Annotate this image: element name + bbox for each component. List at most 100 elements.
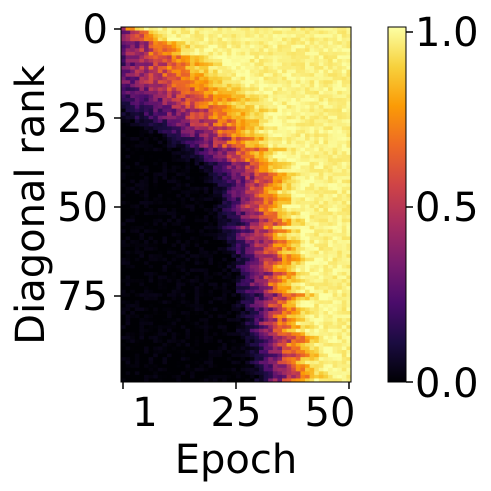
heatmap-cell xyxy=(249,94,255,99)
heatmap-cell xyxy=(245,215,251,220)
heatmap-cell xyxy=(153,34,159,39)
heatmap-cell xyxy=(190,282,195,287)
heatmap-cell xyxy=(263,328,269,333)
heatmap-cell xyxy=(199,325,205,330)
heatmap-cell xyxy=(323,69,329,74)
heatmap-cell xyxy=(277,119,283,124)
heatmap-cell xyxy=(341,76,347,81)
heatmap-cell xyxy=(282,98,287,102)
heatmap-cell xyxy=(268,144,274,149)
heatmap-cell xyxy=(249,158,255,163)
heatmap-cell xyxy=(125,73,131,78)
heatmap-cell xyxy=(222,282,228,287)
heatmap-cell xyxy=(240,186,246,191)
heatmap-cell xyxy=(337,151,343,156)
heatmap-cell xyxy=(337,282,343,287)
heatmap-cell xyxy=(194,247,200,252)
heatmap-cell xyxy=(240,335,246,340)
heatmap-cell xyxy=(176,147,182,152)
heatmap-cell xyxy=(226,151,232,156)
heatmap-cell xyxy=(254,247,260,252)
heatmap-cell xyxy=(305,257,310,262)
heatmap-cell xyxy=(245,80,251,85)
heatmap-cell xyxy=(176,169,182,173)
heatmap-cell xyxy=(185,293,191,298)
heatmap-cell xyxy=(332,357,338,362)
heatmap-cell xyxy=(282,236,287,241)
heatmap-cell xyxy=(249,296,255,301)
heatmap-cell xyxy=(180,73,186,78)
heatmap-cell xyxy=(341,328,347,333)
heatmap-cell xyxy=(222,98,228,102)
heatmap-cell xyxy=(121,200,126,205)
heatmap-cell xyxy=(153,112,159,117)
heatmap-cell xyxy=(314,232,320,237)
heatmap-cell xyxy=(121,378,126,383)
heatmap-cell xyxy=(176,200,182,205)
heatmap-cell xyxy=(272,122,278,127)
heatmap-cell xyxy=(249,87,255,92)
heatmap-cell xyxy=(144,105,149,110)
heatmap-cell xyxy=(167,144,172,149)
heatmap-cell xyxy=(277,126,283,131)
heatmap-cell xyxy=(203,371,209,376)
heatmap-cell xyxy=(245,321,251,326)
heatmap-cell xyxy=(199,321,205,326)
heatmap-cell xyxy=(346,137,352,141)
heatmap-cell xyxy=(134,34,140,39)
heatmap-cell xyxy=(332,66,338,70)
heatmap-cell xyxy=(226,332,232,337)
heatmap-cell xyxy=(263,105,269,110)
heatmap-cell xyxy=(171,27,177,31)
heatmap-cell xyxy=(148,261,154,266)
heatmap-cell xyxy=(300,364,306,369)
heatmap-cell xyxy=(240,129,246,134)
heatmap-cell xyxy=(245,90,251,95)
heatmap-cell xyxy=(305,126,310,131)
heatmap-cell xyxy=(337,154,343,159)
heatmap-cell xyxy=(203,27,209,31)
heatmap-cell xyxy=(314,76,320,81)
heatmap-cell xyxy=(190,126,195,131)
heatmap-cell xyxy=(263,257,269,262)
heatmap-cell xyxy=(259,83,264,88)
heatmap-cell xyxy=(300,76,306,81)
heatmap-cell xyxy=(190,311,195,315)
heatmap-cell xyxy=(282,211,287,216)
heatmap-cell xyxy=(153,119,159,124)
heatmap-cell xyxy=(121,225,126,230)
heatmap-cell xyxy=(291,30,297,35)
heatmap-cell xyxy=(217,66,223,70)
heatmap-cell xyxy=(162,190,168,195)
heatmap-cell xyxy=(162,364,168,369)
heatmap-cell xyxy=(176,318,182,323)
heatmap-cell xyxy=(134,250,140,255)
heatmap-cell xyxy=(286,115,292,120)
heatmap-cell xyxy=(199,367,205,372)
heatmap-cell xyxy=(213,122,218,127)
heatmap-cell xyxy=(245,378,251,383)
heatmap-cell xyxy=(268,211,274,216)
heatmap-cell xyxy=(121,154,126,159)
heatmap-cell xyxy=(213,360,218,365)
heatmap-cell xyxy=(130,367,136,372)
heatmap-cell xyxy=(217,137,223,141)
heatmap-cell xyxy=(162,76,168,81)
heatmap-cell xyxy=(190,225,195,230)
heatmap-cell xyxy=(231,357,237,362)
heatmap-cell xyxy=(139,76,145,81)
heatmap-cell xyxy=(199,80,205,85)
heatmap-cell xyxy=(309,282,315,287)
heatmap-cell xyxy=(300,115,306,120)
heatmap-cell xyxy=(295,332,301,337)
heatmap-cell xyxy=(291,147,297,152)
heatmap-cell xyxy=(323,303,329,308)
heatmap-cell xyxy=(226,307,232,312)
heatmap-cell xyxy=(309,321,315,326)
heatmap-cell xyxy=(328,247,333,252)
heatmap-cell xyxy=(171,137,177,141)
heatmap-cell xyxy=(323,346,329,351)
heatmap-cell xyxy=(144,314,149,319)
heatmap-cell xyxy=(162,158,168,163)
heatmap-cell xyxy=(291,286,297,291)
